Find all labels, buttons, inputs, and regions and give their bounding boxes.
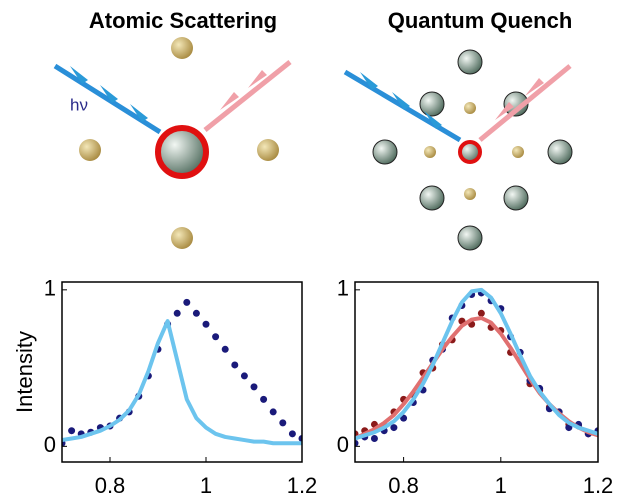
data-point: [400, 414, 408, 422]
data-point: [355, 439, 359, 447]
y-axis-label: Intensity: [12, 331, 37, 413]
data-point: [68, 427, 76, 435]
data-point: [269, 408, 277, 416]
data-point: [370, 435, 378, 443]
y-tick-label: 0: [44, 432, 56, 457]
y-tick-label: 1: [337, 276, 349, 301]
data-point: [260, 395, 268, 403]
data-point: [221, 345, 229, 353]
data-point: [477, 309, 485, 317]
plot-frame: [354, 281, 599, 463]
chart-title: Quantum Quench: [388, 8, 573, 33]
atomic-diagram: [53, 37, 292, 249]
data-point: [279, 419, 287, 427]
fit-line: [355, 316, 598, 441]
x-tick-label: 1.2: [583, 473, 614, 498]
plot-frame: [61, 281, 303, 463]
plot-area: [355, 287, 598, 447]
chart-title: Atomic Scattering: [89, 8, 277, 33]
fit-line: [355, 287, 598, 441]
annotation: hν: [70, 95, 88, 114]
data-point: [288, 430, 296, 438]
x-tick-label: 1: [495, 473, 507, 498]
data-point: [183, 298, 191, 306]
data-point: [212, 333, 220, 341]
data-point: [240, 372, 248, 380]
quench-diagram: [343, 49, 573, 251]
data-point: [192, 309, 200, 317]
data-point: [250, 383, 258, 391]
y-tick-label: 0: [337, 432, 349, 457]
x-tick-label: 1.2: [287, 473, 318, 498]
plot-area: [62, 298, 302, 447]
data-point: [298, 435, 302, 443]
fit-line: [62, 319, 302, 446]
data-point: [202, 320, 210, 328]
x-tick-label: 0.8: [95, 473, 126, 498]
x-tick-label: 0.8: [388, 473, 419, 498]
x-tick-label: 1: [200, 473, 212, 498]
data-point: [173, 309, 181, 317]
data-point: [231, 361, 239, 369]
y-tick-label: 1: [44, 276, 56, 301]
data-point: [390, 424, 398, 432]
